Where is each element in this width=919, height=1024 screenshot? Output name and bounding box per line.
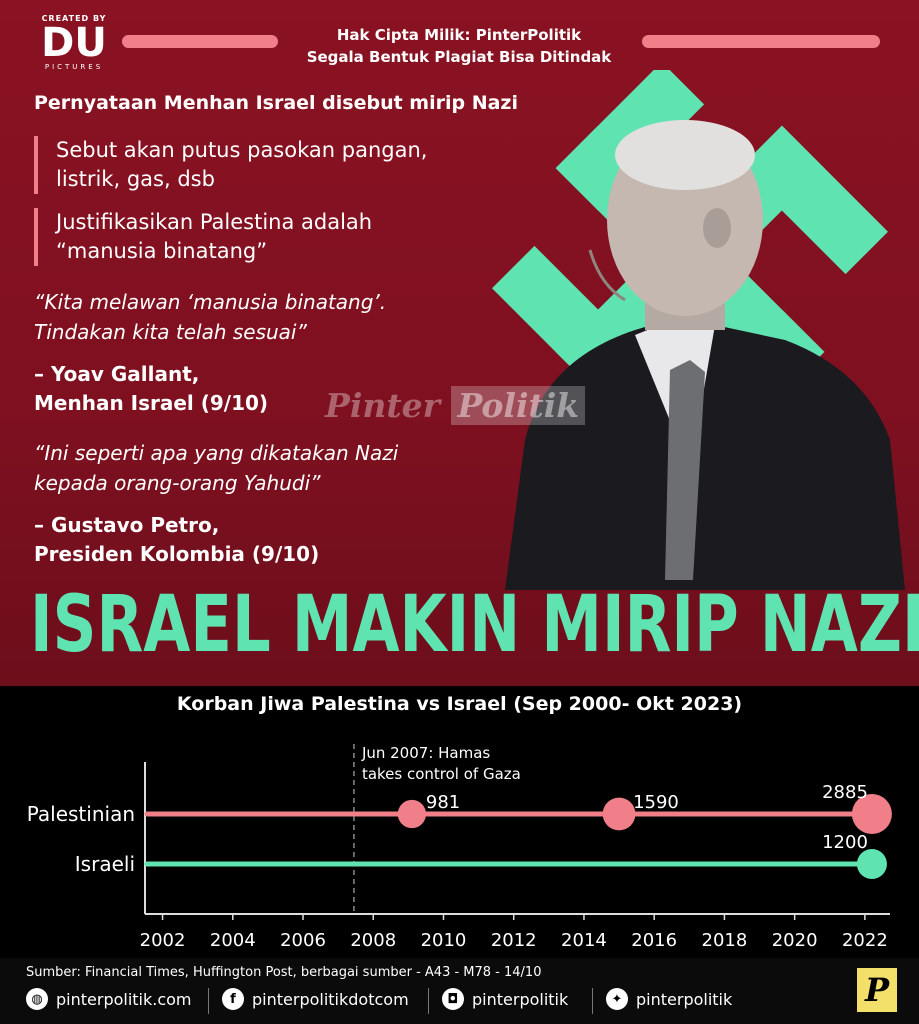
annotation-text-line-1: Jun 2007: Hamas xyxy=(361,744,490,762)
casualty-chart: 2002 2004 2006 2008 2010 2012 2014 2016 2018 2020… xyxy=(27,744,892,951)
facebook-link[interactable]: f pinterpolitikdotcom xyxy=(222,988,409,1010)
annotation-text-line-2: takes control of Gaza xyxy=(362,765,521,783)
headline: Pernyataan Menhan Israel disebut mirip N… xyxy=(34,92,519,114)
author-1-line-2: Menhan Israel (9/10) xyxy=(34,391,269,415)
data-point-israeli xyxy=(856,848,887,880)
copyright-line-1: Hak Cipta Milik: PinterPolitik xyxy=(336,26,582,44)
source-text: Sumber: Financial Times, Huffington Post… xyxy=(26,965,542,980)
pinterpolitik-p-logo: P xyxy=(857,968,897,1012)
x-tick-label: 2020 xyxy=(772,930,818,951)
instagram-link[interactable]: ◘ pinterpolitik xyxy=(442,988,568,1010)
data-label: 981 xyxy=(426,792,460,813)
divider xyxy=(208,988,209,1014)
main-title: ISRAEL MAKIN MIRIP NAZI? xyxy=(30,580,919,670)
data-point-palestinian xyxy=(602,797,636,831)
quote-petro: “Ini seperti apa yang dikatakan Nazi kep… xyxy=(34,438,398,498)
divider xyxy=(428,988,429,1014)
copyright-line-2: Segala Bentuk Plagiat Bisa Ditindak xyxy=(306,48,612,66)
pinterpolitik-watermark: Pinter Politik xyxy=(325,386,586,425)
twitter-text: pinterpolitik xyxy=(636,989,733,1009)
data-label: 2885 xyxy=(822,782,868,803)
instagram-icon: ◘ xyxy=(442,988,464,1010)
right-pink-bar xyxy=(642,35,880,48)
bullet-1-line-1: Sebut akan putus pasokan pangan, xyxy=(56,138,428,162)
bullet-1-line-2: listrik, gas, dsb xyxy=(56,167,215,191)
quote-1-line-1: “Kita melawan ‘manusia binatang’. xyxy=(34,290,387,314)
data-label: 1590 xyxy=(633,792,679,813)
twitter-icon: ✦ xyxy=(606,988,628,1010)
x-tick-label: 2022 xyxy=(842,930,888,951)
watermark-pinter: Pinter xyxy=(325,386,440,425)
du-pictures-logo: CREATED BY DU PICTURES xyxy=(30,14,118,86)
author-gallant: – Yoav Gallant, Menhan Israel (9/10) xyxy=(34,360,268,418)
x-tick-label: 2002 xyxy=(140,930,186,951)
x-tick-label: 2012 xyxy=(491,930,537,951)
x-tick-label: 2006 xyxy=(280,930,326,951)
person-photo xyxy=(505,120,905,590)
bullet-1: Sebut akan putus pasokan pangan, listrik… xyxy=(34,136,427,194)
x-tick-label: 2004 xyxy=(210,930,256,951)
author-2-line-2: Presiden Kolombia (9/10) xyxy=(34,542,320,566)
web-link[interactable]: ◍ pinterpolitik.com xyxy=(26,988,192,1010)
series-label-israeli: Israeli xyxy=(75,852,135,876)
globe-icon: ◍ xyxy=(26,988,48,1010)
series-label-palestinian: Palestinian xyxy=(27,802,135,826)
copyright-notice: Hak Cipta Milik: PinterPolitik Segala Be… xyxy=(282,24,636,68)
x-tick-label: 2018 xyxy=(702,930,748,951)
chart-panel xyxy=(0,686,919,958)
author-1-line-1: – Yoav Gallant, xyxy=(34,362,200,386)
chart-title: Korban Jiwa Palestina vs Israel (Sep 200… xyxy=(176,693,743,715)
logo-sub: PICTURES xyxy=(44,63,104,71)
quote-2-line-1: “Ini seperti apa yang dikatakan Nazi xyxy=(34,441,399,465)
instagram-text: pinterpolitik xyxy=(472,989,569,1009)
x-tick-label: 2014 xyxy=(561,930,607,951)
facebook-icon: f xyxy=(222,988,244,1010)
watermark-politik: Politik xyxy=(451,386,586,425)
x-tick-label: 2016 xyxy=(631,930,677,951)
x-tick-label: 2010 xyxy=(421,930,467,951)
facebook-text: pinterpolitikdotcom xyxy=(252,989,409,1009)
quote-2-line-2: kepada orang-orang Yahudi” xyxy=(34,471,321,495)
web-text: pinterpolitik.com xyxy=(56,989,192,1009)
x-tick-label: 2008 xyxy=(350,930,396,951)
twitter-link[interactable]: ✦ pinterpolitik xyxy=(606,988,732,1010)
data-point-palestinian xyxy=(851,794,892,834)
data-label: 1200 xyxy=(822,832,868,853)
author-2-line-1: – Gustavo Petro, xyxy=(34,513,220,537)
bullet-2-line-2: “manusia binatang” xyxy=(56,239,268,263)
quote-gallant: “Kita melawan ‘manusia binatang’. Tindak… xyxy=(34,287,386,347)
bullet-2-line-1: Justifikasikan Palestina adalah xyxy=(56,210,373,234)
logo-main: DU xyxy=(41,20,107,66)
quote-1-line-2: Tindakan kita telah sesuai” xyxy=(34,320,307,344)
author-petro: – Gustavo Petro, Presiden Kolombia (9/10… xyxy=(34,511,319,569)
logo-created-by: CREATED BY xyxy=(41,14,107,23)
left-pink-bar xyxy=(122,35,278,48)
bullet-2: Justifikasikan Palestina adalah “manusia… xyxy=(34,208,372,266)
data-point-palestinian xyxy=(397,799,427,829)
divider xyxy=(592,988,593,1014)
